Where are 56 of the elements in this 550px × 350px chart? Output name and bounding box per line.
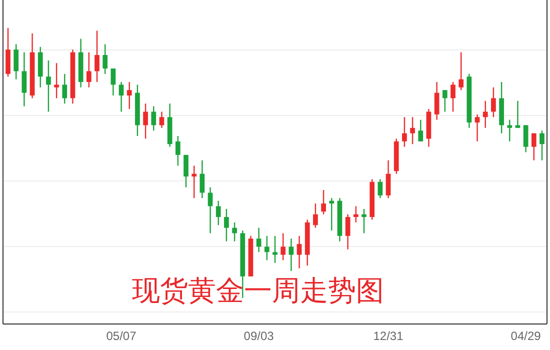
candlestick	[296, 235, 302, 269]
candlestick	[280, 232, 286, 261]
candlestick	[232, 222, 237, 242]
x-tick-label: 09/03	[244, 329, 274, 343]
candlestick	[102, 44, 108, 74]
candlestick	[474, 114, 480, 142]
candlestick	[515, 100, 520, 128]
candlestick	[434, 81, 440, 120]
candlestick	[362, 208, 366, 234]
x-tick-label: 05/07	[106, 329, 137, 343]
candlestick	[378, 178, 383, 199]
candlestick	[192, 165, 197, 199]
candlestick	[22, 52, 27, 107]
candlestick	[110, 68, 116, 96]
candlestick	[256, 227, 262, 253]
candlestick	[175, 135, 180, 166]
x-tick-label: 12/31	[373, 329, 404, 343]
candlestick	[491, 86, 496, 118]
candlestick	[523, 124, 528, 153]
candlestick	[272, 235, 278, 264]
candlestick	[200, 160, 205, 199]
candlestick	[143, 103, 148, 140]
candlestick	[345, 214, 350, 250]
x-tick-label: 04/29	[510, 329, 542, 343]
candlestick	[507, 119, 512, 142]
candlestick	[62, 73, 68, 104]
candlestick	[86, 52, 92, 88]
candlestick	[159, 111, 164, 128]
candlestick	[288, 238, 294, 272]
candlestick	[94, 30, 100, 83]
candlestick	[118, 81, 124, 112]
candlestick	[458, 52, 464, 91]
candlestick	[208, 186, 213, 234]
candlestick	[418, 119, 424, 142]
candlestick	[216, 200, 221, 226]
candlestick	[264, 235, 270, 261]
candlestick	[329, 198, 334, 232]
candlestick	[54, 62, 59, 99]
candlestick	[531, 132, 536, 161]
candlestick	[14, 44, 19, 80]
candlestick	[321, 189, 326, 215]
candlestick	[224, 208, 229, 242]
candlestick	[450, 81, 456, 112]
candlestick	[46, 60, 51, 112]
candlestick	[410, 116, 415, 145]
candlestick	[402, 116, 407, 148]
candlestick	[313, 202, 318, 228]
candlestick	[151, 106, 156, 132]
candlestick	[442, 90, 448, 112]
candlestick	[482, 100, 488, 128]
candlestick	[540, 130, 544, 161]
candlestick	[386, 160, 391, 199]
text: 现货黄金一周走势图	[132, 276, 384, 307]
candlestick	[353, 206, 358, 223]
candlestick	[184, 154, 188, 188]
candlestick	[126, 81, 132, 110]
